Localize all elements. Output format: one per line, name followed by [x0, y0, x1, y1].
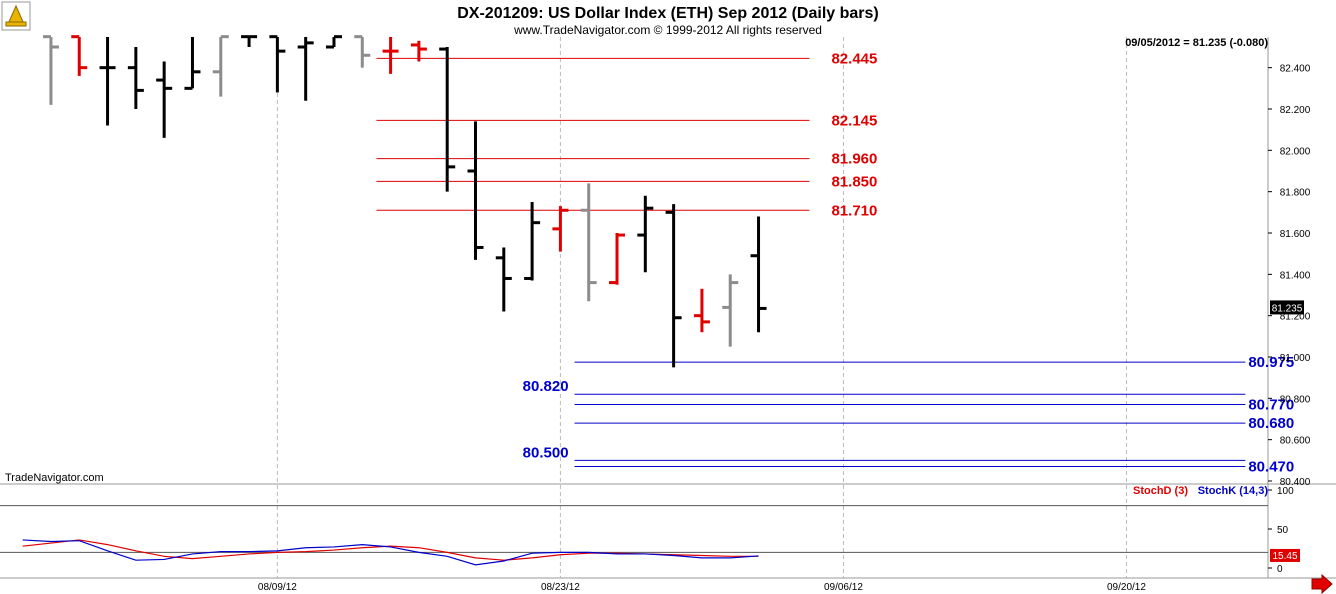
ohlc-bar	[693, 288, 710, 333]
stoch-k-line	[22, 539, 759, 566]
ohlc-bar	[156, 61, 173, 138]
ohlc-bar	[354, 35, 371, 68]
watermark-text: TradeNavigator.com	[5, 472, 104, 484]
ohlc-bar	[382, 37, 399, 74]
stoch-y-tick-label: 0	[1277, 564, 1283, 575]
ohlc-bar	[99, 37, 116, 126]
y-tick-label: 80.800	[1280, 394, 1311, 405]
y-tick-label: 81.000	[1280, 353, 1311, 364]
ohlc-bar	[184, 37, 201, 90]
chart-frame	[0, 37, 1336, 579]
support-label: 80.470	[1248, 459, 1294, 476]
legend-stoch-d: StochD (3)	[1133, 485, 1188, 497]
ohlc-bar	[269, 35, 286, 93]
ohlc-bar	[241, 35, 258, 47]
support-label: 80.680	[1248, 415, 1294, 432]
ohlc-bar	[439, 47, 456, 192]
x-tick-label: 09/06/12	[824, 582, 863, 593]
y-tick-label: 80.600	[1280, 436, 1311, 447]
stoch-y-tick-label: 100	[1277, 486, 1294, 497]
y-tick-label: 81.200	[1280, 312, 1311, 323]
stoch-last-value-label: 15.45	[1272, 551, 1297, 562]
ohlc-bar	[552, 206, 569, 252]
ohlc-bar	[297, 37, 314, 101]
ohlc-bar	[637, 195, 654, 273]
y-tick-label: 80.400	[1280, 477, 1311, 488]
ohlc-bar	[467, 121, 484, 260]
stoch-last-value-box	[1270, 548, 1300, 562]
y-tick-label: 81.400	[1280, 270, 1311, 281]
ohlc-bar	[127, 47, 144, 109]
y-tick-label: 81.800	[1280, 188, 1311, 199]
chart-title: DX-201209: US Dollar Index (ETH) Sep 201…	[457, 5, 878, 22]
stoch-y-tick-label: 50	[1277, 525, 1289, 536]
ohlc-bar	[212, 35, 229, 97]
legend-stoch-k: StochK (14,3)	[1198, 485, 1269, 497]
last-price-label: 81.235	[1272, 303, 1303, 314]
stoch-d-line	[22, 539, 759, 561]
support-label: 80.820	[523, 378, 569, 395]
ohlc-bar	[325, 35, 342, 49]
last-price-box	[1270, 300, 1304, 315]
y-tick-label: 82.400	[1280, 64, 1311, 75]
x-tick-label: 09/20/12	[1107, 582, 1146, 593]
support-label: 80.500	[523, 444, 569, 461]
scroll-right-arrow-icon[interactable]	[1311, 573, 1333, 594]
ohlc-bar	[722, 274, 739, 347]
x-tick-label: 08/09/12	[258, 582, 297, 593]
stochastic-panel: 100 50 0 15.45	[0, 486, 1300, 575]
ohlc-bar	[524, 202, 541, 281]
y-axis: 82.400 82.200 82.000 81.800 81.600 81.400 81.2…	[1268, 64, 1311, 488]
ohlc-bar	[495, 247, 512, 312]
trade-navigator-logo-icon[interactable]	[1, 1, 31, 31]
x-axis: 08/09/12 08/23/12 09/06/12 09/20/12	[258, 582, 1146, 593]
support-label: 80.975	[1248, 354, 1294, 371]
ohlc-bar	[71, 35, 88, 76]
x-tick-label: 08/23/12	[541, 582, 580, 593]
stoch-legend: StochD (3) StochK (14,3)	[1133, 485, 1268, 497]
ohlc-bar	[580, 183, 597, 302]
ohlc-bar	[609, 233, 626, 285]
y-tick-label: 81.600	[1280, 229, 1311, 240]
resistance-label: 81.710	[831, 202, 877, 219]
ohlc-bar	[750, 216, 767, 333]
ohlc-bar	[410, 40, 427, 62]
ohlc-bar	[42, 35, 59, 105]
y-tick-label: 82.000	[1280, 146, 1311, 157]
last-quote-readout: 09/05/2012 = 81.235 (-0.080)	[1125, 37, 1268, 49]
ohlc-bars	[42, 35, 767, 368]
price-levels: 82.445 82.145 81.960 81.850 81.710 80.975 80.8…	[376, 50, 1294, 476]
copyright-text: www.TradeNavigator.com © 1999-2012 All r…	[513, 23, 822, 37]
resistance-label: 81.960	[831, 151, 877, 168]
resistance-label: 82.145	[831, 112, 877, 129]
grid-lines	[276, 37, 1127, 578]
ohlc-bar	[665, 204, 682, 368]
y-tick-label: 82.200	[1280, 105, 1311, 116]
resistance-label: 81.850	[831, 173, 877, 190]
resistance-label: 82.445	[831, 50, 877, 67]
support-label: 80.770	[1248, 397, 1294, 414]
